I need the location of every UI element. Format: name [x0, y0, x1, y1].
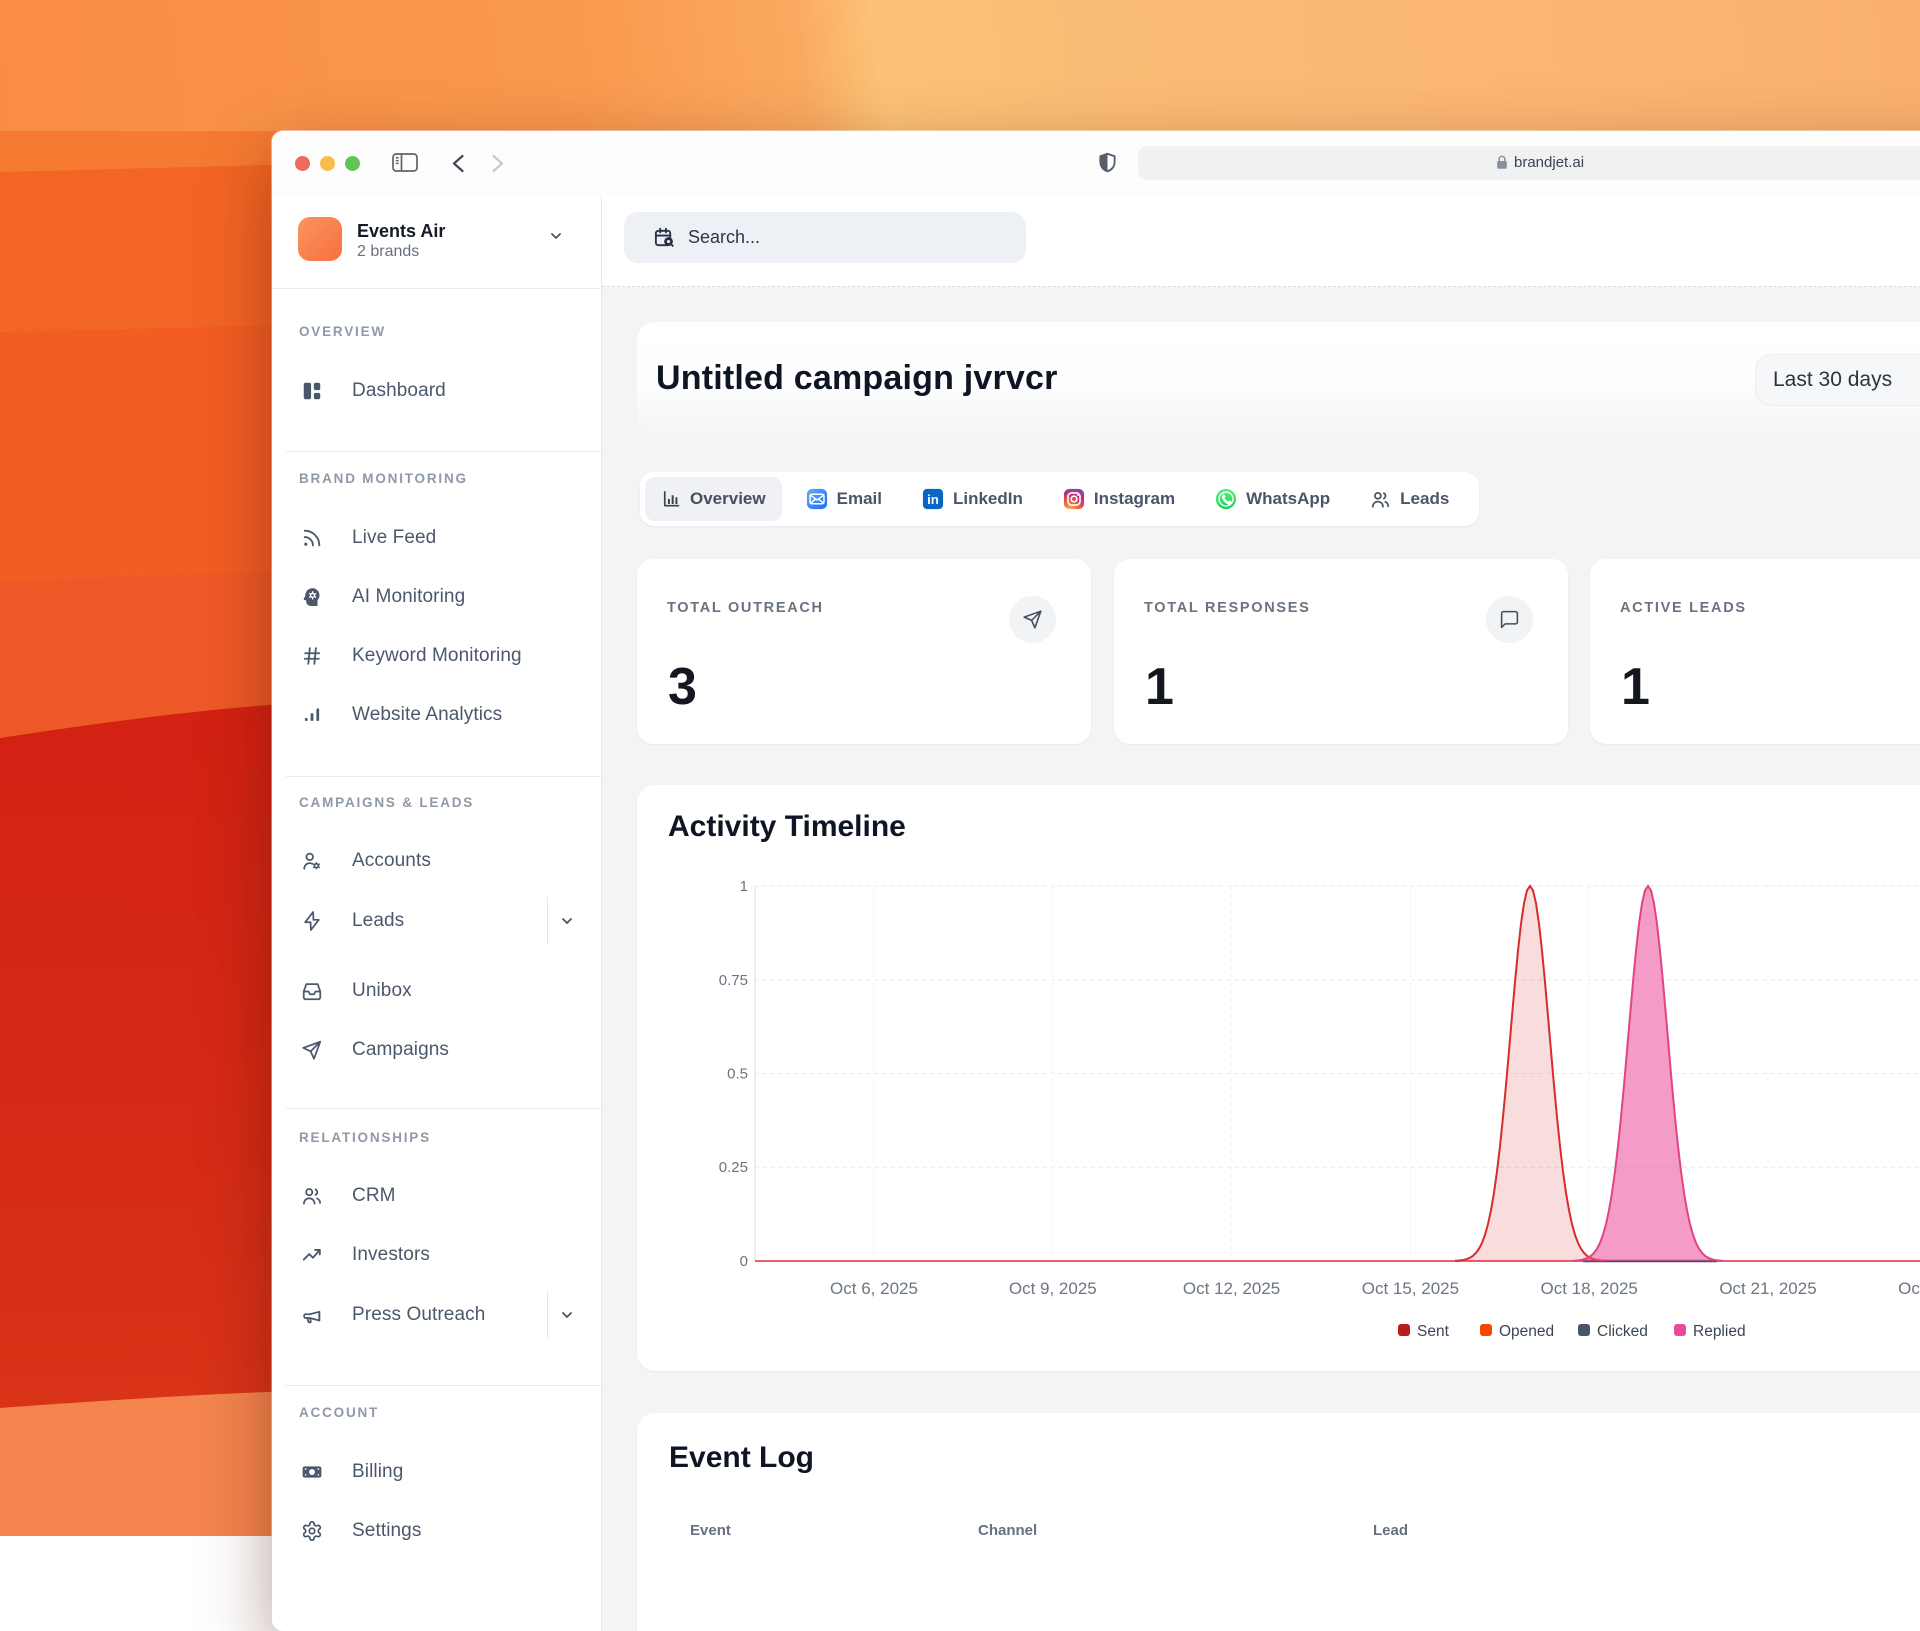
svg-text:Replied: Replied	[1693, 1323, 1746, 1340]
svg-text:0.25: 0.25	[719, 1159, 748, 1176]
svg-text:1: 1	[740, 878, 748, 895]
svg-text:0: 0	[740, 1253, 748, 1270]
svg-text:Clicked: Clicked	[1597, 1323, 1648, 1340]
svg-text:Opened: Opened	[1499, 1323, 1554, 1340]
svg-text:in: in	[927, 492, 939, 507]
svg-text:Oct 24, 2025: Oct 24, 2025	[1898, 1279, 1920, 1298]
svg-text:Sent: Sent	[1417, 1323, 1450, 1340]
svg-text:Oct 6, 2025: Oct 6, 2025	[830, 1279, 918, 1298]
svg-text:Oct 21, 2025: Oct 21, 2025	[1719, 1279, 1816, 1298]
svg-text:Oct 9, 2025: Oct 9, 2025	[1009, 1279, 1097, 1298]
svg-text:0.5: 0.5	[727, 1066, 748, 1083]
svg-text:Oct 18, 2025: Oct 18, 2025	[1541, 1279, 1638, 1298]
svg-text:Oct 12, 2025: Oct 12, 2025	[1183, 1279, 1280, 1298]
svg-text:0.75: 0.75	[719, 972, 748, 989]
svg-text:Oct 15, 2025: Oct 15, 2025	[1362, 1279, 1459, 1298]
